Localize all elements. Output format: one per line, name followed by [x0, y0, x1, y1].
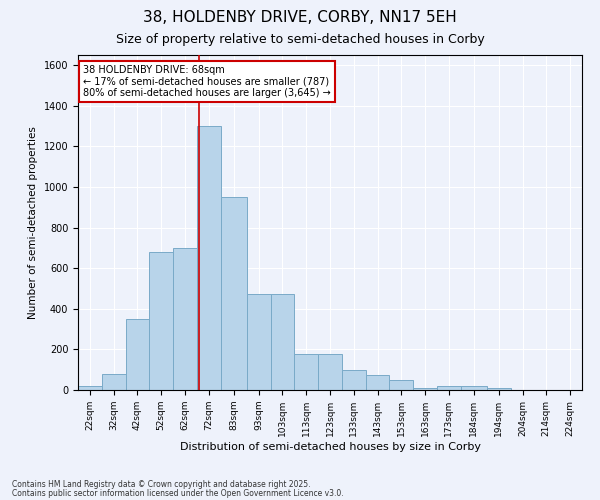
Bar: [102, 374, 125, 390]
Bar: [318, 354, 342, 390]
Bar: [437, 386, 461, 390]
X-axis label: Distribution of semi-detached houses by size in Corby: Distribution of semi-detached houses by …: [179, 442, 481, 452]
Bar: [271, 294, 295, 390]
Bar: [295, 354, 318, 390]
Text: Size of property relative to semi-detached houses in Corby: Size of property relative to semi-detach…: [116, 32, 484, 46]
Bar: [247, 294, 271, 390]
Bar: [389, 380, 413, 390]
Y-axis label: Number of semi-detached properties: Number of semi-detached properties: [28, 126, 38, 319]
Bar: [461, 386, 487, 390]
Bar: [365, 375, 389, 390]
Bar: [487, 388, 511, 390]
Bar: [342, 370, 365, 390]
Text: Contains HM Land Registry data © Crown copyright and database right 2025.: Contains HM Land Registry data © Crown c…: [12, 480, 311, 489]
Bar: [221, 197, 247, 390]
Bar: [413, 388, 437, 390]
Bar: [173, 248, 197, 390]
Text: 38, HOLDENBY DRIVE, CORBY, NN17 5EH: 38, HOLDENBY DRIVE, CORBY, NN17 5EH: [143, 10, 457, 25]
Bar: [149, 252, 173, 390]
Bar: [197, 126, 221, 390]
Text: 38 HOLDENBY DRIVE: 68sqm
← 17% of semi-detached houses are smaller (787)
80% of : 38 HOLDENBY DRIVE: 68sqm ← 17% of semi-d…: [83, 65, 331, 98]
Bar: [78, 386, 102, 390]
Text: Contains public sector information licensed under the Open Government Licence v3: Contains public sector information licen…: [12, 488, 344, 498]
Bar: [125, 319, 149, 390]
